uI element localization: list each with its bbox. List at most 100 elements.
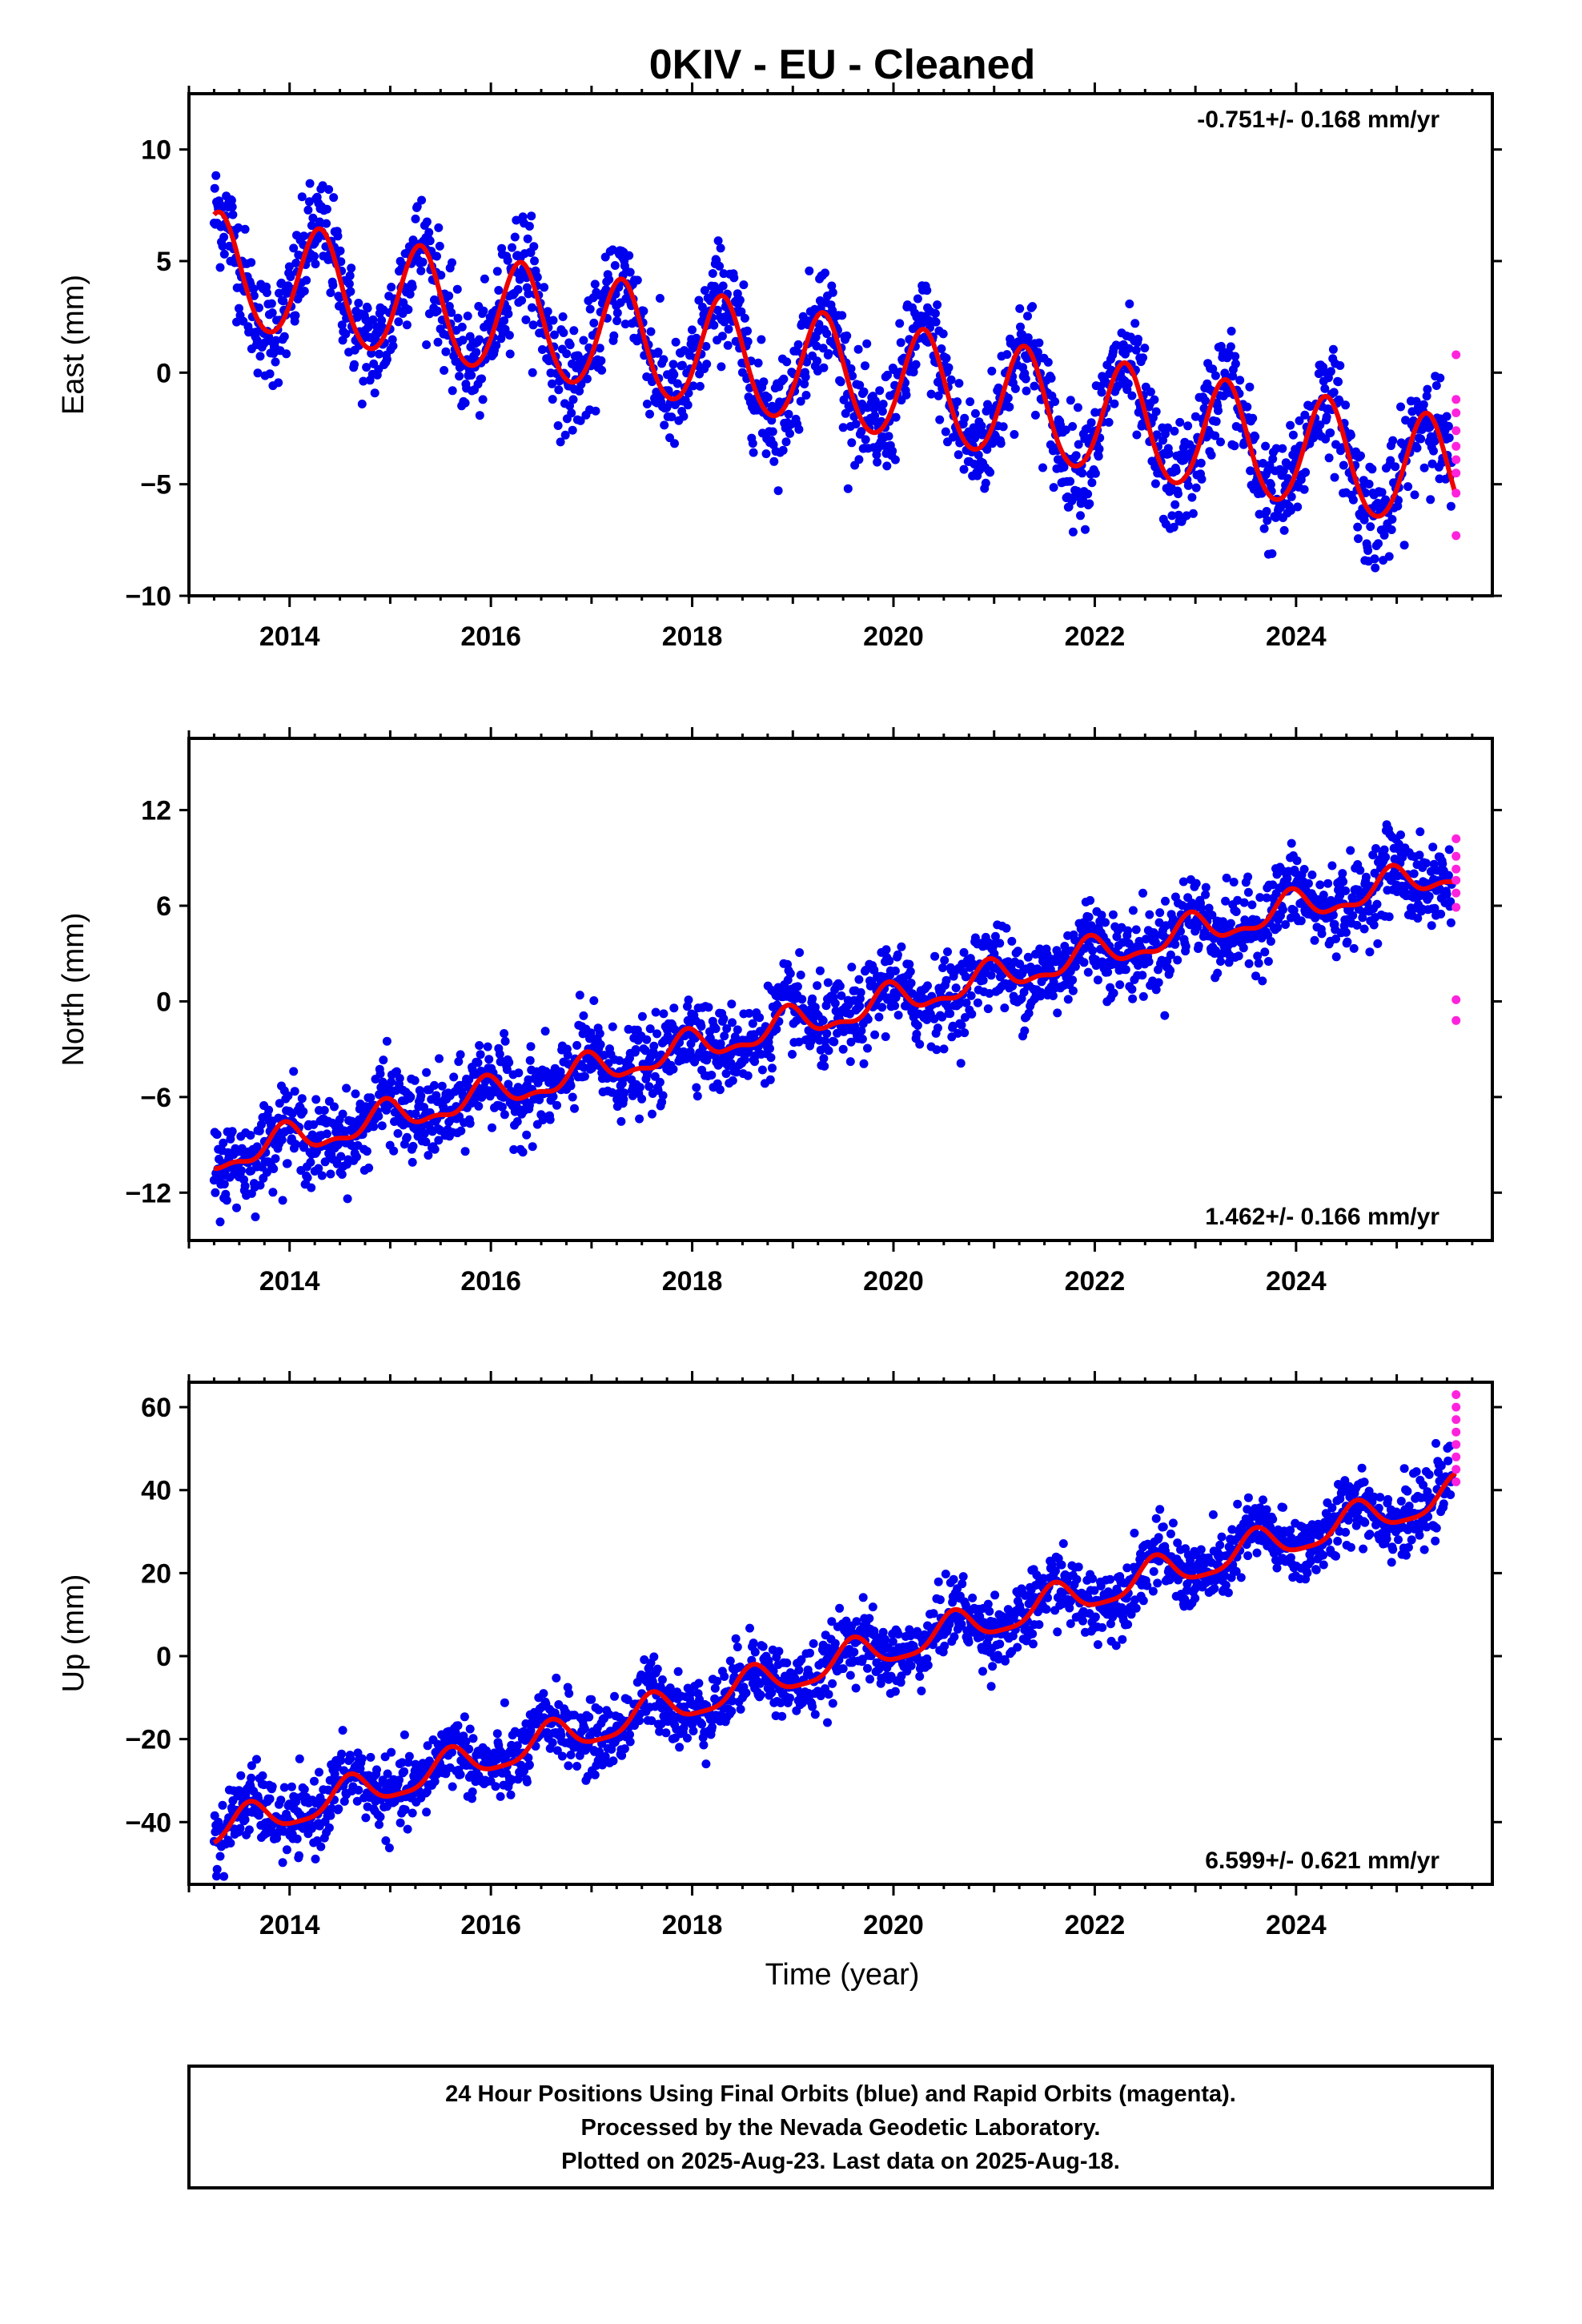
data-point	[1068, 986, 1078, 995]
data-point	[235, 1786, 243, 1795]
data-point	[333, 231, 343, 241]
data-point	[369, 1122, 379, 1132]
data-point	[425, 236, 435, 246]
data-point	[1098, 957, 1107, 967]
data-point	[430, 1080, 439, 1090]
data-point	[1076, 511, 1085, 521]
data-point	[1427, 921, 1436, 931]
data-point	[265, 369, 275, 379]
data-point	[526, 1726, 536, 1735]
data-point	[913, 1021, 922, 1030]
data-point	[1049, 483, 1058, 493]
data-point	[1365, 947, 1375, 957]
data-point	[313, 234, 323, 243]
data-point	[346, 287, 355, 296]
data-point	[1094, 452, 1103, 461]
data-point	[579, 1011, 588, 1020]
data-point	[1288, 430, 1298, 440]
data-point	[737, 307, 746, 316]
data-point	[794, 1037, 804, 1047]
data-point	[859, 1059, 869, 1068]
data-point	[956, 1059, 966, 1068]
data-point	[704, 1003, 713, 1012]
data-point	[854, 455, 864, 464]
data-point	[1121, 965, 1130, 975]
data-point	[650, 1050, 659, 1059]
data-point	[862, 339, 872, 348]
data-point	[227, 202, 237, 211]
data-point	[382, 355, 391, 364]
data-point	[935, 415, 945, 424]
data-point	[669, 370, 679, 380]
data-point	[246, 1131, 255, 1140]
data-point	[247, 1761, 256, 1771]
data-point	[1338, 869, 1347, 879]
data-point	[282, 349, 291, 359]
data-point	[620, 1088, 629, 1098]
data-point	[796, 396, 805, 406]
data-point	[938, 329, 948, 339]
data-point	[1002, 923, 1011, 933]
data-point	[1123, 926, 1133, 935]
data-point	[961, 1013, 970, 1022]
data-point	[422, 1807, 432, 1817]
data-point	[553, 421, 563, 430]
data-point	[836, 377, 845, 387]
data-point	[563, 1051, 572, 1059]
rapid-orbit-points	[1452, 834, 1461, 1025]
data-point	[240, 224, 250, 234]
data-point	[345, 271, 355, 280]
data-point	[610, 261, 620, 270]
data-point	[1258, 976, 1267, 986]
data-point	[456, 1126, 466, 1136]
x-tick-label: 2016	[460, 621, 521, 652]
data-point	[937, 344, 946, 353]
data-point	[681, 1054, 691, 1063]
data-point	[1266, 937, 1275, 946]
data-point	[227, 1127, 237, 1136]
data-point	[433, 337, 443, 347]
data-point	[1086, 921, 1096, 931]
data-point	[337, 1749, 347, 1759]
data-point	[922, 286, 932, 296]
data-point	[1426, 495, 1435, 505]
final-orbit-points	[209, 820, 1456, 1227]
data-point	[375, 349, 383, 359]
data-point	[893, 950, 902, 959]
data-point	[1007, 936, 1017, 946]
data-point	[240, 1815, 250, 1824]
data-point	[255, 1180, 265, 1190]
data-point	[1446, 501, 1456, 511]
data-point	[855, 380, 865, 390]
data-point	[1056, 420, 1065, 429]
data-point	[465, 1724, 475, 1734]
data-point	[716, 243, 725, 253]
data-point	[793, 340, 803, 349]
data-point	[830, 999, 840, 1008]
data-point	[1331, 934, 1340, 943]
data-point	[1387, 525, 1396, 534]
data-point	[885, 956, 894, 966]
data-point	[1259, 524, 1269, 533]
data-point	[893, 1011, 903, 1020]
data-point	[932, 1045, 942, 1055]
data-point	[375, 1819, 383, 1829]
data-point	[359, 376, 368, 386]
data-point	[1213, 968, 1223, 978]
data-point	[959, 464, 969, 474]
data-point	[366, 1093, 375, 1103]
data-point	[548, 1092, 558, 1101]
data-point	[966, 991, 976, 1000]
data-point	[528, 303, 536, 312]
data-point	[692, 1083, 701, 1092]
data-point	[700, 286, 709, 296]
data-point	[1428, 842, 1438, 852]
data-point	[1034, 338, 1044, 348]
data-point	[575, 1751, 584, 1760]
data-point	[1083, 967, 1093, 977]
data-point	[336, 1152, 346, 1161]
data-point	[1164, 449, 1174, 458]
data-point	[1299, 865, 1309, 874]
data-point	[500, 1036, 510, 1046]
data-point	[562, 349, 572, 359]
